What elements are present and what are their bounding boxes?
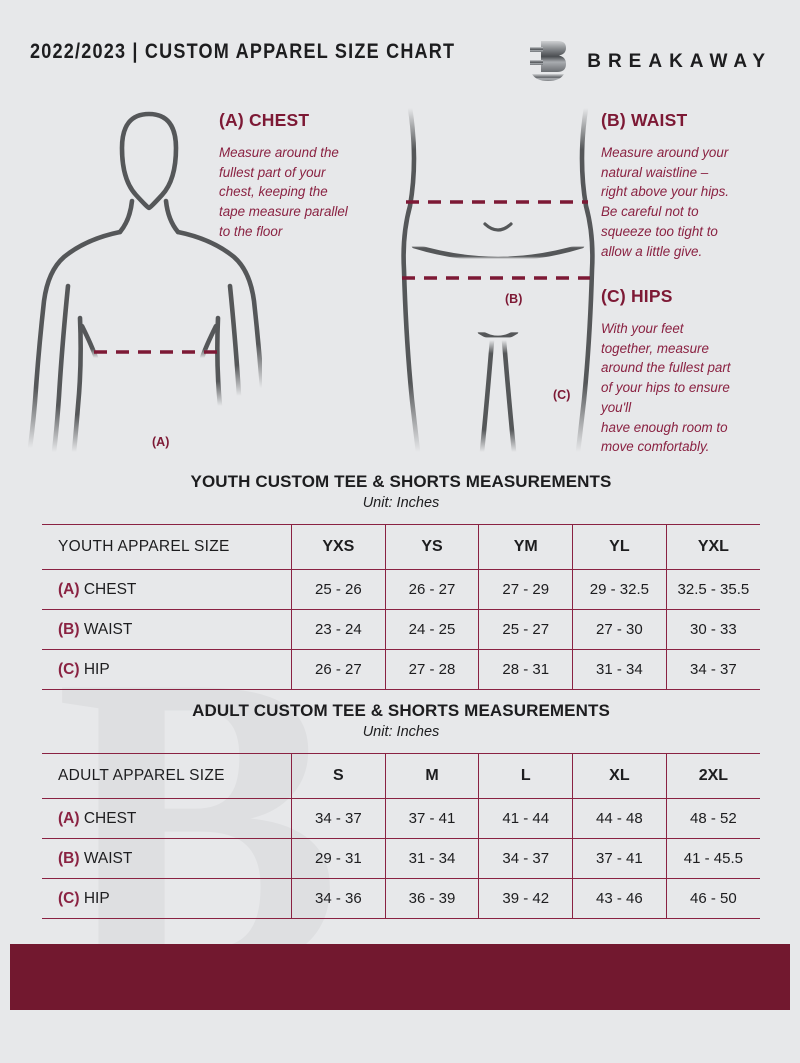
chest-instructions: (A) CHEST Measure around the fullest par… [219,110,394,242]
row-label-chest: (A) CHEST [42,798,292,839]
row-label-text: CHEST [83,580,137,598]
row-label-text: WAIST [83,849,133,867]
youth-table-unit: Unit: Inches [362,495,440,511]
table-row: (C) HIP 34 - 36 36 - 39 39 - 42 43 - 46 … [42,878,760,919]
adult-table-unit: Unit: Inches [362,724,440,740]
row-label-hip: (C) HIP [42,878,292,919]
row-label-waist: (B) WAIST [42,838,292,879]
youth-size-ys: YS [384,524,480,570]
navel-mark [483,222,513,232]
waist-instructions: (B) WAIST Measure around your natural wa… [601,110,776,261]
cell-value: 31 - 34 [384,838,480,879]
cell-value: 34 - 37 [291,798,386,839]
row-mark: (A) [58,809,80,827]
footer-accent-bar [10,944,790,1010]
cell-value: 39 - 42 [478,878,574,919]
adult-size-xl: XL [572,753,667,799]
breakaway-b-monogram-icon [530,41,567,81]
cell-value: 44 - 48 [572,798,667,839]
youth-size-yxl: YXL [665,524,760,570]
waist-body-text: Measure around your natural waistline – … [601,145,730,259]
row-mark: (A) [58,580,80,598]
brand-lockup: BREAKAWAY [527,38,772,86]
brand-name: BREAKAWAY [587,51,772,72]
adult-table-title: ADULT CUSTOM TEE & SHORTS MEASUREMENTS [192,701,610,720]
row-mark: (B) [58,620,80,638]
cell-value: 26 - 27 [291,649,386,690]
table-row: (A) CHEST 34 - 37 37 - 41 41 - 44 44 - 4… [42,798,760,839]
cell-value: 32.5 - 35.5 [665,569,760,610]
waist-heading: (B) WAIST [601,110,688,130]
lower-body-illustration [401,105,595,455]
adult-size-2xl: 2XL [665,753,760,799]
youth-size-ym: YM [478,524,574,570]
cell-value: 43 - 46 [572,878,667,919]
row-label-hip: (C) HIP [42,649,292,690]
youth-size-yl: YL [572,524,667,570]
hips-instructions: (C) HIPS With your feet together, measur… [601,286,781,457]
cell-value: 48 - 52 [665,798,760,839]
cell-value: 23 - 24 [291,609,386,650]
cell-value: 29 - 32.5 [572,569,667,610]
cell-value: 25 - 26 [291,569,386,610]
table-row: (B) WAIST 23 - 24 24 - 25 25 - 27 27 - 3… [42,609,760,650]
youth-table-title: YOUTH CUSTOM TEE & SHORTS MEASUREMENTS [190,472,612,491]
cell-value: 28 - 31 [478,649,574,690]
adult-size-m: M [384,753,480,799]
measurement-illustrations: (A) (B) (C) [0,96,800,466]
row-label-waist: (B) WAIST [42,609,292,650]
row-label-chest: (A) CHEST [42,569,292,610]
cell-value: 41 - 45.5 [665,838,760,879]
page-header: 2022/2023 | CUSTOM APPAREL SIZE CHART BR… [0,0,800,96]
adult-size-table-block: ADULT CUSTOM TEE & SHORTS MEASUREMENTS U… [42,701,760,919]
cell-value: 27 - 29 [478,569,574,610]
cell-value: 29 - 31 [291,838,386,879]
upper-body-illustration [27,111,262,455]
cell-value: 24 - 25 [384,609,480,650]
row-label-text: CHEST [83,809,137,827]
youth-size-table: YOUTH APPAREL SIZE YXS YS YM YL YXL (A) … [42,524,760,690]
cell-value: 31 - 34 [572,649,667,690]
table-header-row: YOUTH APPAREL SIZE YXS YS YM YL YXL [42,524,760,570]
row-mark: (C) [58,889,80,907]
table-row: (B) WAIST 29 - 31 31 - 34 34 - 37 37 - 4… [42,838,760,879]
row-mark: (C) [58,660,80,678]
row-label-text: HIP [83,889,110,907]
waist-line-label: (B) [505,292,523,306]
cell-value: 46 - 50 [665,878,760,919]
cell-value: 34 - 37 [665,649,760,690]
table-header-row: ADULT APPAREL SIZE S M L XL 2XL [42,753,760,799]
adult-size-header: ADULT APPAREL SIZE [42,753,292,799]
cell-value: 27 - 30 [572,609,667,650]
cell-value: 34 - 36 [291,878,386,919]
chest-line-label: (A) [152,435,170,449]
table-row: (C) HIP 26 - 27 27 - 28 28 - 31 31 - 34 … [42,649,760,690]
table-row: (A) CHEST 25 - 26 26 - 27 27 - 29 29 - 3… [42,569,760,610]
hip-line-label: (C) [553,388,571,402]
adult-size-l: L [478,753,574,799]
cell-value: 41 - 44 [478,798,574,839]
youth-size-table-block: YOUTH CUSTOM TEE & SHORTS MEASUREMENTS U… [42,472,760,690]
cell-value: 30 - 33 [665,609,760,650]
row-label-text: WAIST [83,620,133,638]
chest-heading: (A) CHEST [219,110,310,130]
page-title: 2022/2023 | CUSTOM APPAREL SIZE CHART [30,40,456,63]
cell-value: 36 - 39 [384,878,480,919]
youth-size-yxs: YXS [291,524,386,570]
hips-heading: (C) HIPS [601,286,673,306]
cell-value: 34 - 37 [478,838,574,879]
cell-value: 37 - 41 [384,798,480,839]
cell-value: 26 - 27 [384,569,480,610]
row-mark: (B) [58,849,80,867]
youth-size-header: YOUTH APPAREL SIZE [42,524,292,570]
row-label-text: HIP [83,660,110,678]
adult-size-s: S [291,753,386,799]
adult-size-table: ADULT APPAREL SIZE S M L XL 2XL (A) CHES… [42,753,760,919]
cell-value: 37 - 41 [572,838,667,879]
cell-value: 27 - 28 [384,649,480,690]
hips-body-text: With your feet together, measure around … [601,321,731,455]
chest-body-text: Measure around the fullest part of your … [219,145,348,239]
cell-value: 25 - 27 [478,609,574,650]
